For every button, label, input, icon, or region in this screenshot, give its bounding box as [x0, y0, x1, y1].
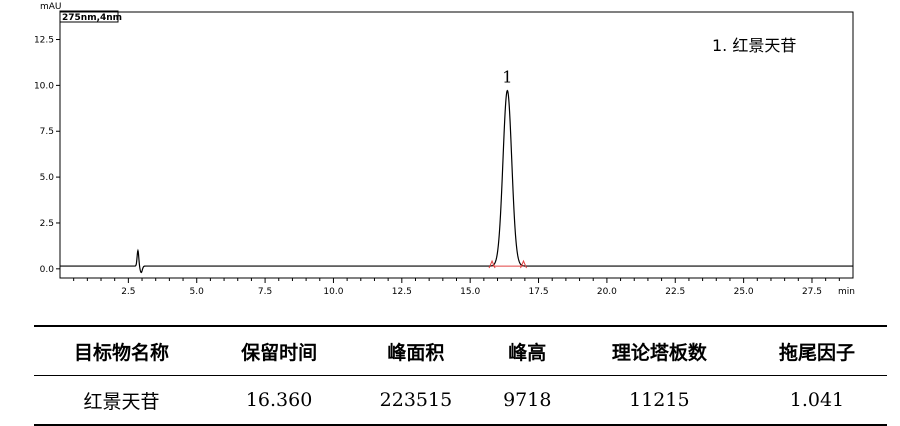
y-tick-label: 0.0: [40, 265, 55, 275]
x-tick-label: 5.0: [190, 287, 205, 297]
x-tick-label: 20.0: [597, 287, 617, 297]
y-tick-label: 10.0: [34, 81, 54, 91]
cell-theoretical-plates: 11215: [571, 375, 747, 426]
x-tick-label: 12.5: [392, 287, 412, 297]
legend-entry: 1. 红景天苷: [712, 36, 796, 55]
header-theoretical-plates: 理论塔板数: [571, 325, 747, 376]
header-tailing-factor: 拖尾因子: [746, 325, 887, 376]
header-compound-name: 目标物名称: [34, 325, 210, 376]
x-tick-label: 7.5: [258, 287, 272, 297]
cell-compound-name: 红景天苷: [34, 375, 210, 426]
x-tick-label: 15.0: [460, 287, 480, 297]
wavelength-label: 275nm,4nm: [62, 13, 122, 23]
x-tick-label: 22.5: [665, 287, 685, 297]
y-tick-label: 5.0: [40, 173, 55, 183]
y-axis: 0.0 2.5 5.0 7.5 10.0 12.5: [34, 36, 60, 275]
chart-marks: 1: [60, 68, 853, 274]
x-tick-label: 27.5: [802, 287, 822, 297]
x-tick-label: 10.0: [323, 287, 343, 297]
x-tick-label: 25.0: [734, 287, 754, 297]
integration-marker: [520, 259, 527, 269]
table-row: 红景天苷 16.360 223515 9718 11215 1.041: [34, 375, 887, 426]
y-tick-label: 2.5: [40, 219, 54, 229]
cell-tailing-factor: 1.041: [746, 375, 887, 426]
header-peak-height: 峰高: [482, 325, 572, 376]
x-tick-label: 17.5: [529, 287, 549, 297]
x-tick-label: 2.5: [121, 287, 135, 297]
signal-trace: [60, 89, 853, 274]
integration-marker: [488, 259, 496, 269]
cell-retention-time: 16.360: [209, 375, 350, 426]
header-retention-time: 保留时间: [209, 325, 350, 376]
chromatogram-chart: mAU 275nm,4nm 0.0 2.5 5.0 7.5 10.0 12.5 2.5 5.…: [34, 2, 855, 297]
y-tick-label: 7.5: [40, 127, 54, 137]
table-header-row: 目标物名称 保留时间 峰面积 峰高 理论塔板数 拖尾因子: [34, 325, 887, 376]
y-axis-unit-label: mAU: [40, 2, 62, 12]
peak-label: 1: [502, 68, 512, 87]
cell-peak-area: 223515: [349, 375, 483, 426]
results-table: 目标物名称 保留时间 峰面积 峰高 理论塔板数 拖尾因子 红景天苷 16.360…: [34, 325, 887, 426]
cell-peak-height: 9718: [482, 375, 572, 426]
header-peak-area: 峰面积: [349, 325, 483, 376]
x-axis: 2.5 5.0 7.5 10.0 12.5 15.0 17.5 20.0 22.5 25.0 27.…: [73, 278, 840, 297]
x-axis-unit-label: min: [838, 287, 855, 297]
y-tick-label: 12.5: [34, 36, 54, 46]
